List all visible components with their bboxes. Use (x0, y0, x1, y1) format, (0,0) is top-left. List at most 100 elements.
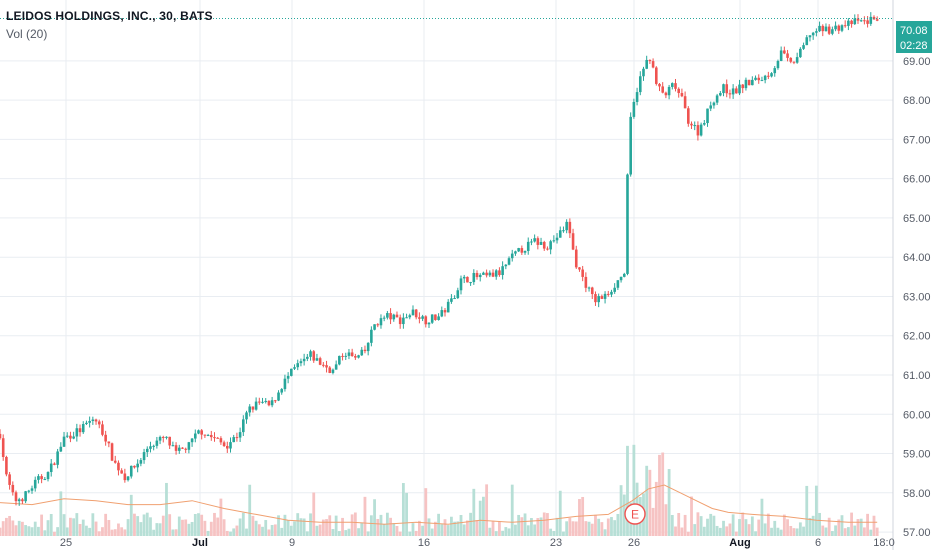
candle-body (341, 355, 344, 357)
volume-bar (738, 519, 741, 536)
candle-body (136, 463, 139, 468)
volume-bar (293, 521, 296, 536)
volume-bar (417, 520, 421, 536)
volume-bar (203, 520, 207, 536)
candle-body (510, 253, 514, 259)
candle-body (735, 88, 738, 94)
volume-bar (619, 485, 623, 536)
candle-body (475, 272, 479, 278)
volume-indicator-label[interactable]: Vol (20) (6, 27, 48, 41)
volume-bar (558, 490, 562, 536)
candle-body (414, 309, 418, 318)
volume-bar (286, 520, 290, 536)
volume-bar (232, 528, 236, 536)
candle-body (629, 116, 632, 175)
candle-body (501, 266, 504, 276)
candle-body (555, 237, 559, 241)
volume-bar (43, 530, 47, 536)
volume-bar (161, 515, 165, 536)
candle-body (482, 272, 485, 275)
candle-body (747, 79, 751, 86)
candle-body (245, 412, 248, 420)
volume-bar (1, 521, 5, 536)
volume-bar (171, 529, 175, 536)
volume-bar (257, 524, 261, 536)
time-axis[interactable]: 25 Jul 9 16 23 26 Aug 6 18:0 (60, 537, 895, 549)
volume-bar (197, 513, 200, 536)
price-tick-label: 68.00 (903, 95, 931, 107)
candle-body (408, 315, 412, 318)
volume-bar (165, 482, 168, 536)
candle-body (466, 276, 469, 283)
candle-body (418, 317, 421, 319)
volume-bar (62, 514, 66, 536)
candle-body (65, 435, 69, 437)
volume-bar (584, 521, 588, 536)
candle-body (437, 316, 440, 320)
volume-bar (30, 527, 34, 536)
candle-body (97, 421, 101, 425)
volume-bar (651, 507, 655, 536)
volume-bar (251, 515, 255, 536)
earnings-marker[interactable]: E (624, 503, 646, 525)
volume-bar (661, 452, 665, 536)
candle-body (117, 462, 120, 471)
candle-body (286, 375, 290, 379)
volume-bar (318, 524, 322, 536)
volume-bar (734, 531, 738, 536)
volume-bar (693, 524, 697, 536)
volume-bars (0, 444, 879, 536)
volume-bar (321, 519, 325, 536)
candle-body (254, 401, 258, 410)
volume-bar (27, 526, 31, 536)
candle-body (847, 20, 850, 26)
candle-body (488, 272, 492, 276)
volume-bar (136, 516, 140, 536)
volume-bar (309, 513, 312, 536)
candle-body (219, 438, 223, 443)
price-axis[interactable]: 57.00 58.00 59.00 60.00 61.00 62.00 63.00 64.00… (903, 56, 931, 539)
volume-bar (222, 519, 226, 536)
candle-body (443, 310, 447, 313)
volume-bar (325, 519, 328, 536)
volume-bar (699, 516, 703, 536)
volume-bar (142, 514, 146, 536)
candle-body (299, 361, 303, 364)
volume-bar (811, 515, 815, 536)
candle-body (209, 435, 213, 438)
candle-body (203, 434, 207, 436)
volume-bar (155, 523, 159, 536)
time-tick-label: 9 (289, 537, 295, 549)
candle-body (33, 479, 37, 489)
volume-bar (469, 512, 473, 536)
candle-body (43, 479, 47, 481)
volume-bar (395, 525, 399, 536)
volume-bar (533, 524, 537, 536)
candle-body (110, 443, 114, 461)
candle-body (616, 280, 620, 288)
candle-body (129, 465, 133, 477)
volume-bar (658, 454, 661, 536)
volume-bar (49, 514, 53, 536)
candle-body (744, 79, 748, 89)
candle-body (520, 248, 524, 253)
volume-bar (747, 524, 751, 536)
volume-bar (8, 515, 12, 536)
volume-bar (722, 520, 725, 536)
price-tick-label: 60.00 (903, 409, 931, 421)
candle-body (638, 76, 642, 93)
candle-body (738, 84, 741, 94)
volume-bar (731, 514, 735, 536)
candle-body (549, 241, 552, 250)
volume-bar (174, 529, 178, 536)
candle-body (30, 488, 34, 491)
candle-body (651, 61, 655, 68)
candle-body (312, 351, 316, 361)
candle-body (315, 358, 319, 361)
volume-bar (859, 518, 863, 536)
volume-bar (190, 521, 194, 536)
candle-body (395, 314, 399, 318)
candle-body (706, 108, 709, 124)
candle-body (856, 18, 860, 21)
